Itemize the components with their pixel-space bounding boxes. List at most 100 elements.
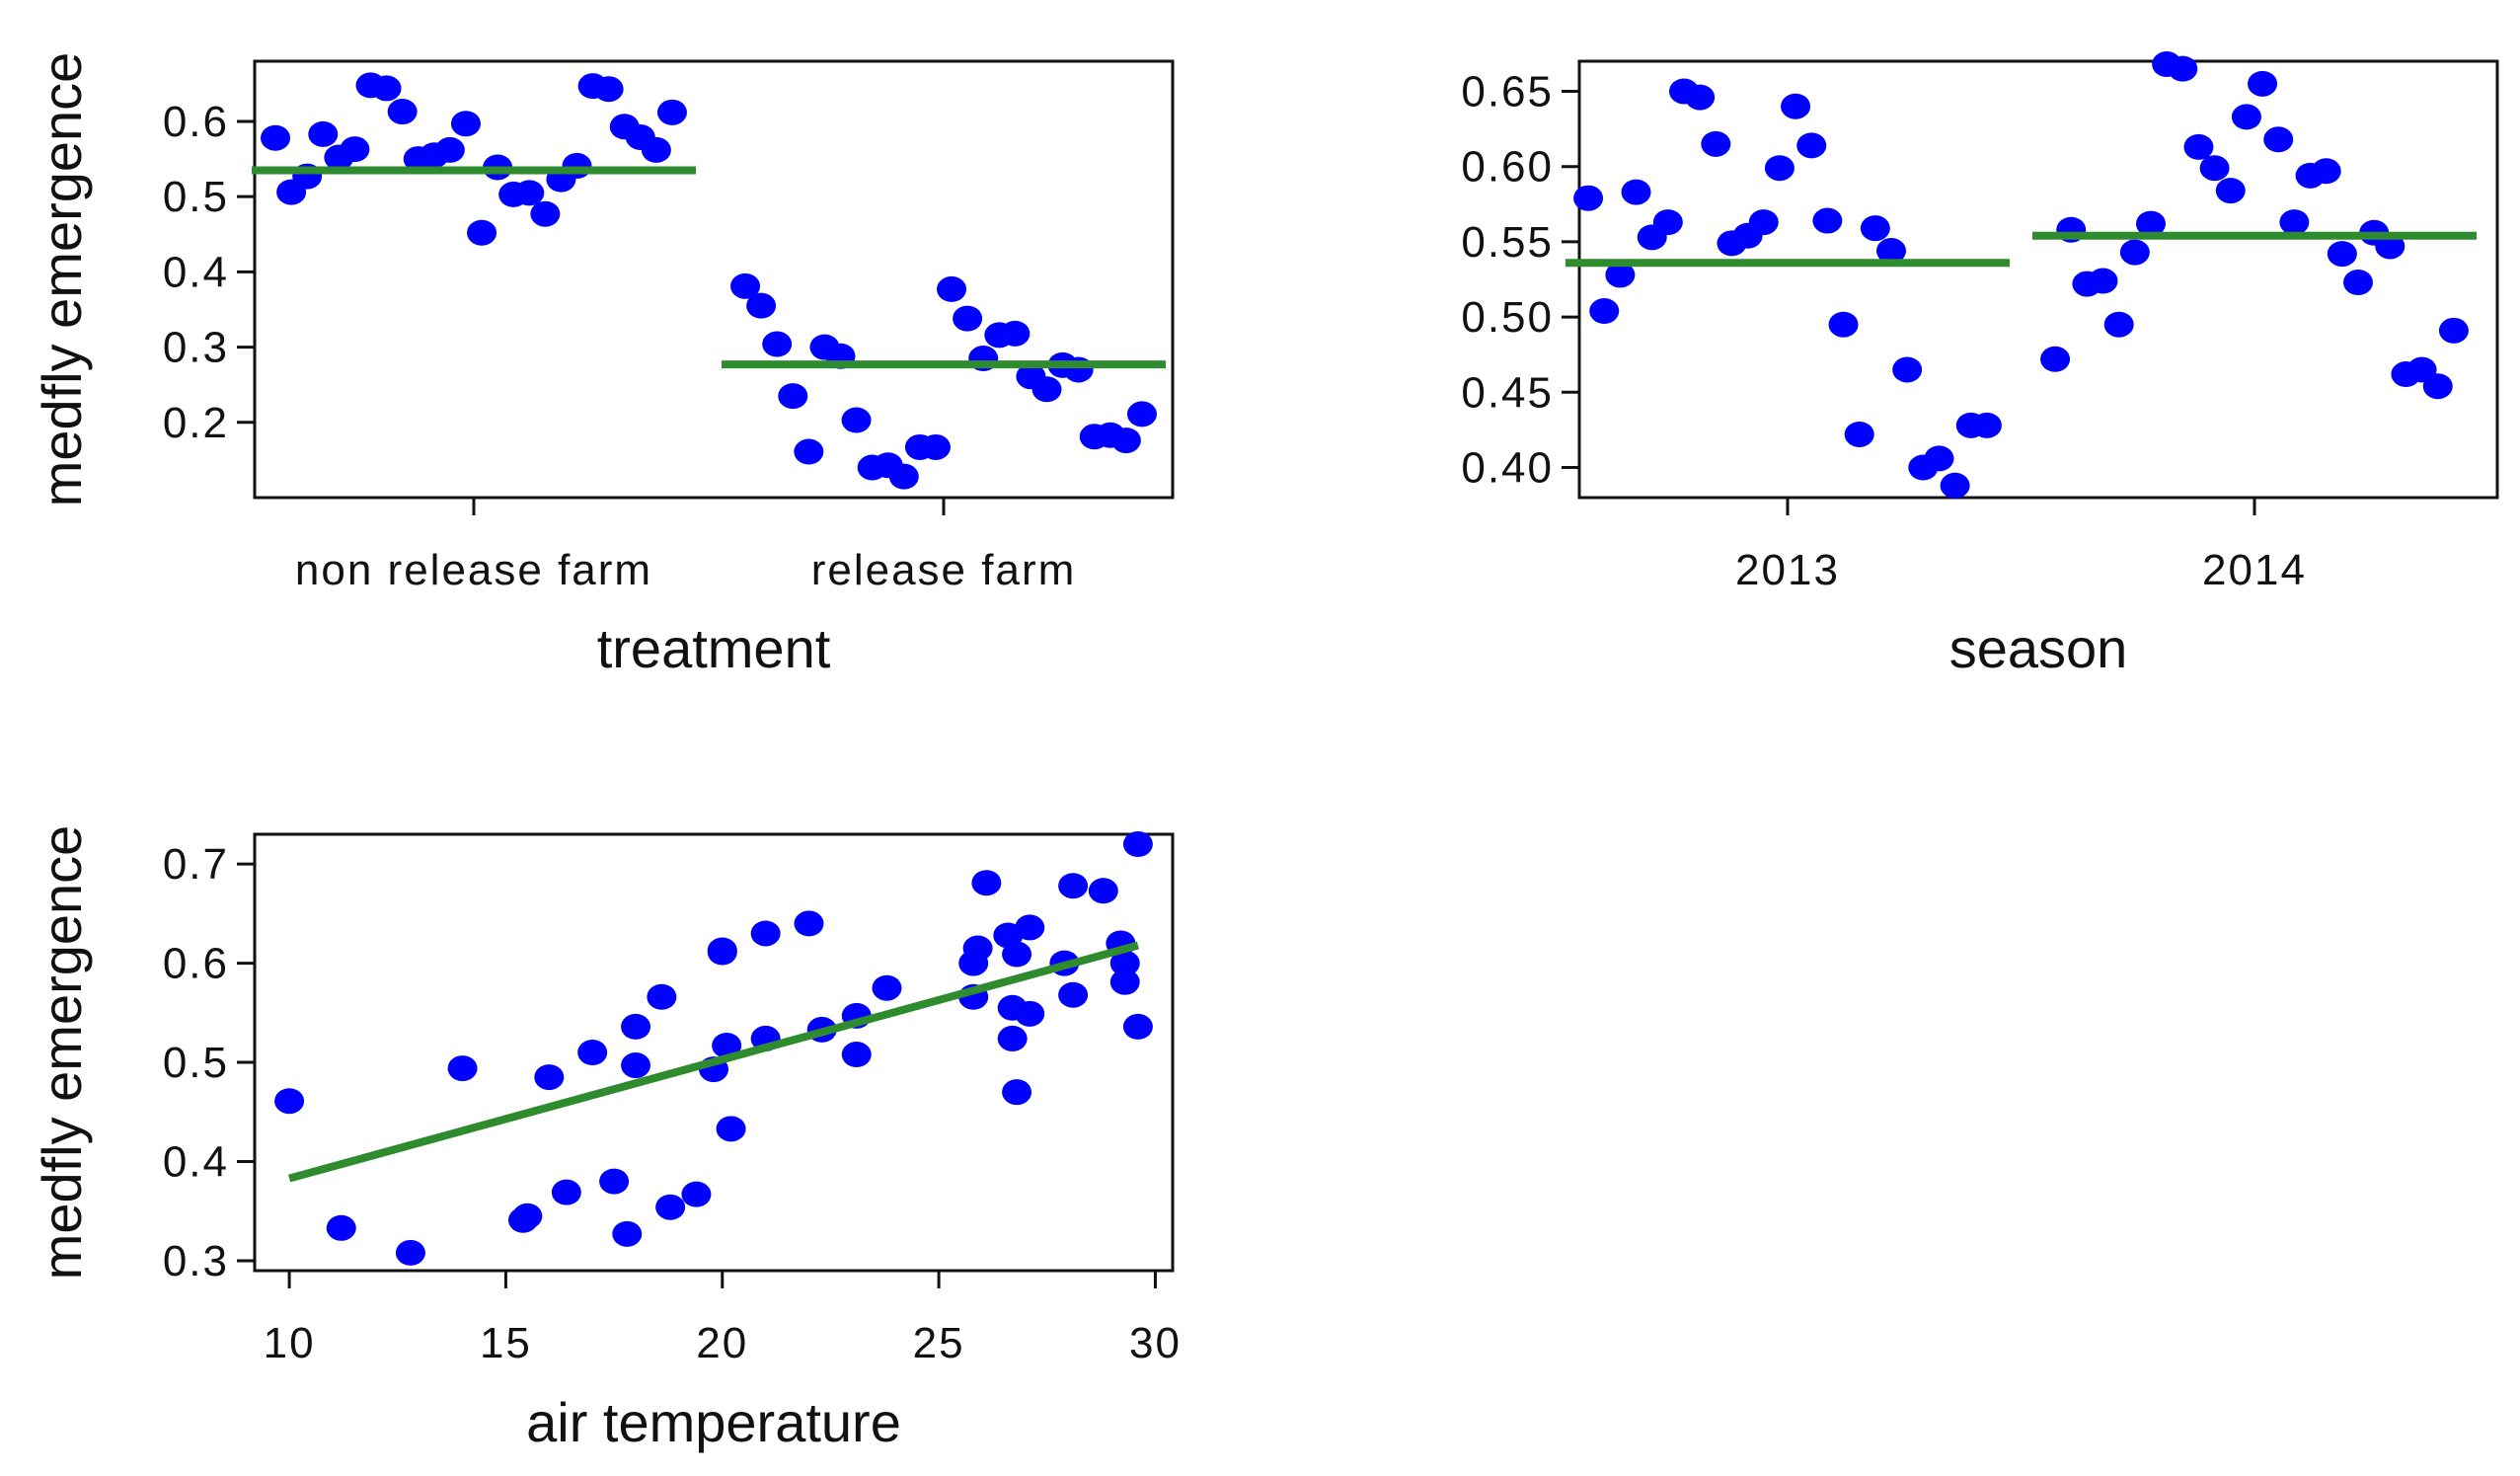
- data-point: [1015, 914, 1045, 941]
- data-point: [1109, 969, 1140, 995]
- data-point: [2279, 209, 2310, 236]
- y-tick-label: 0.50: [1461, 293, 1554, 342]
- y-axis-label-air-temperature: medfly emergence: [31, 825, 93, 1281]
- data-point: [1652, 209, 1683, 236]
- data-point: [1088, 878, 1118, 904]
- data-point: [371, 75, 402, 102]
- data-point: [612, 1220, 643, 1247]
- data-point: [261, 124, 291, 151]
- data-point: [953, 305, 983, 332]
- plot-frame-air-temperature: [253, 832, 1175, 1273]
- panel-season: 0.40 0.45 0.50 0.55 0.60 0.65 2013 2014 season: [1461, 51, 2499, 679]
- data-point: [1860, 215, 1890, 242]
- y-tick-label: 0.4: [163, 248, 229, 296]
- data-point: [2263, 126, 2294, 153]
- data-point: [750, 920, 781, 947]
- data-point: [641, 136, 671, 163]
- data-point: [1685, 84, 1716, 111]
- data-point: [1002, 941, 1032, 968]
- data-point: [2136, 210, 2166, 237]
- data-point: [1605, 262, 1636, 288]
- data-point: [1971, 412, 2002, 438]
- data-point: [2311, 158, 2341, 185]
- x-tick-label: 10: [264, 1319, 316, 1367]
- data-point: [1812, 207, 1843, 234]
- data-point: [621, 1052, 651, 1079]
- data-point: [530, 200, 561, 227]
- y-tick-label: 0.6: [163, 98, 229, 146]
- data-point: [2327, 241, 2357, 268]
- data-point: [2343, 270, 2373, 296]
- data-point: [2248, 70, 2278, 97]
- data-point: [450, 111, 481, 137]
- data-point: [746, 292, 777, 319]
- data-point: [2183, 133, 2214, 160]
- data-point: [340, 136, 370, 163]
- x-axis-label-air-temperature: air temperature: [526, 1391, 901, 1453]
- x-tick-label: release farm: [811, 546, 1077, 594]
- data-point: [2215, 178, 2246, 204]
- x-tick-label: 2014: [2202, 546, 2307, 594]
- data-point: [1031, 376, 1062, 403]
- data-point: [621, 1013, 651, 1040]
- x-tick-label: 25: [913, 1319, 965, 1367]
- data-point: [534, 1064, 565, 1091]
- data-point: [1109, 950, 1140, 976]
- x-tick-label: 2013: [1735, 546, 1840, 594]
- data-point: [872, 974, 902, 1001]
- data-point: [1002, 1079, 1032, 1106]
- y-tick-label: 0.4: [163, 1138, 229, 1187]
- data-point: [274, 1088, 305, 1115]
- data-point: [794, 438, 824, 465]
- fit-line: [288, 941, 1139, 1183]
- x-tick-label: 15: [480, 1319, 532, 1367]
- data-point: [1110, 427, 1141, 454]
- y-tick-label: 0.5: [163, 173, 229, 221]
- data-point: [1126, 401, 1157, 427]
- y-tick-label: 0.7: [163, 840, 229, 889]
- data-point: [434, 136, 465, 163]
- data-point: [647, 983, 677, 1010]
- data-point: [2438, 317, 2469, 344]
- y-tick-label: 0.65: [1461, 67, 1554, 116]
- data-point: [656, 99, 687, 125]
- data-point: [1701, 130, 1731, 157]
- y-tick-label: 0.2: [163, 399, 229, 447]
- data-point: [1058, 873, 1089, 899]
- data-point: [997, 1025, 1028, 1051]
- data-point: [562, 152, 592, 179]
- data-point: [1940, 472, 1970, 499]
- data-point: [1764, 155, 1795, 182]
- data-point: [514, 180, 545, 206]
- y-tick-label: 0.55: [1461, 218, 1554, 267]
- data-point: [1621, 179, 1651, 205]
- data-point: [395, 1239, 425, 1266]
- data-point: [794, 910, 824, 937]
- y-axis-label-treatment: medfly emergence: [31, 52, 93, 507]
- data-point: [2088, 268, 2118, 294]
- data-point: [1796, 132, 1827, 159]
- data-point: [1058, 981, 1089, 1008]
- y-tick-label: 0.40: [1461, 444, 1554, 493]
- data-point: [1015, 1000, 1045, 1027]
- y-tick-label: 0.60: [1461, 143, 1554, 192]
- data-point: [387, 99, 418, 125]
- data-point: [1122, 831, 1153, 858]
- x-tick-label: non release farm: [295, 546, 652, 594]
- data-point: [681, 1181, 712, 1207]
- data-point: [2119, 239, 2150, 266]
- data-point: [308, 120, 339, 147]
- data-point: [1122, 1013, 1153, 1040]
- y-tick-label: 0.45: [1461, 368, 1554, 417]
- data-point: [655, 1194, 686, 1220]
- data-point: [1000, 320, 1031, 347]
- data-point: [712, 1032, 742, 1058]
- data-point: [1781, 93, 1811, 119]
- data-point: [1924, 445, 1954, 472]
- data-point: [841, 1042, 872, 1068]
- y-tick-label: 0.3: [163, 1237, 229, 1285]
- data-point: [1828, 311, 1859, 338]
- data-point: [920, 433, 951, 460]
- y-tick-label: 0.5: [163, 1039, 229, 1087]
- data-point: [778, 383, 808, 410]
